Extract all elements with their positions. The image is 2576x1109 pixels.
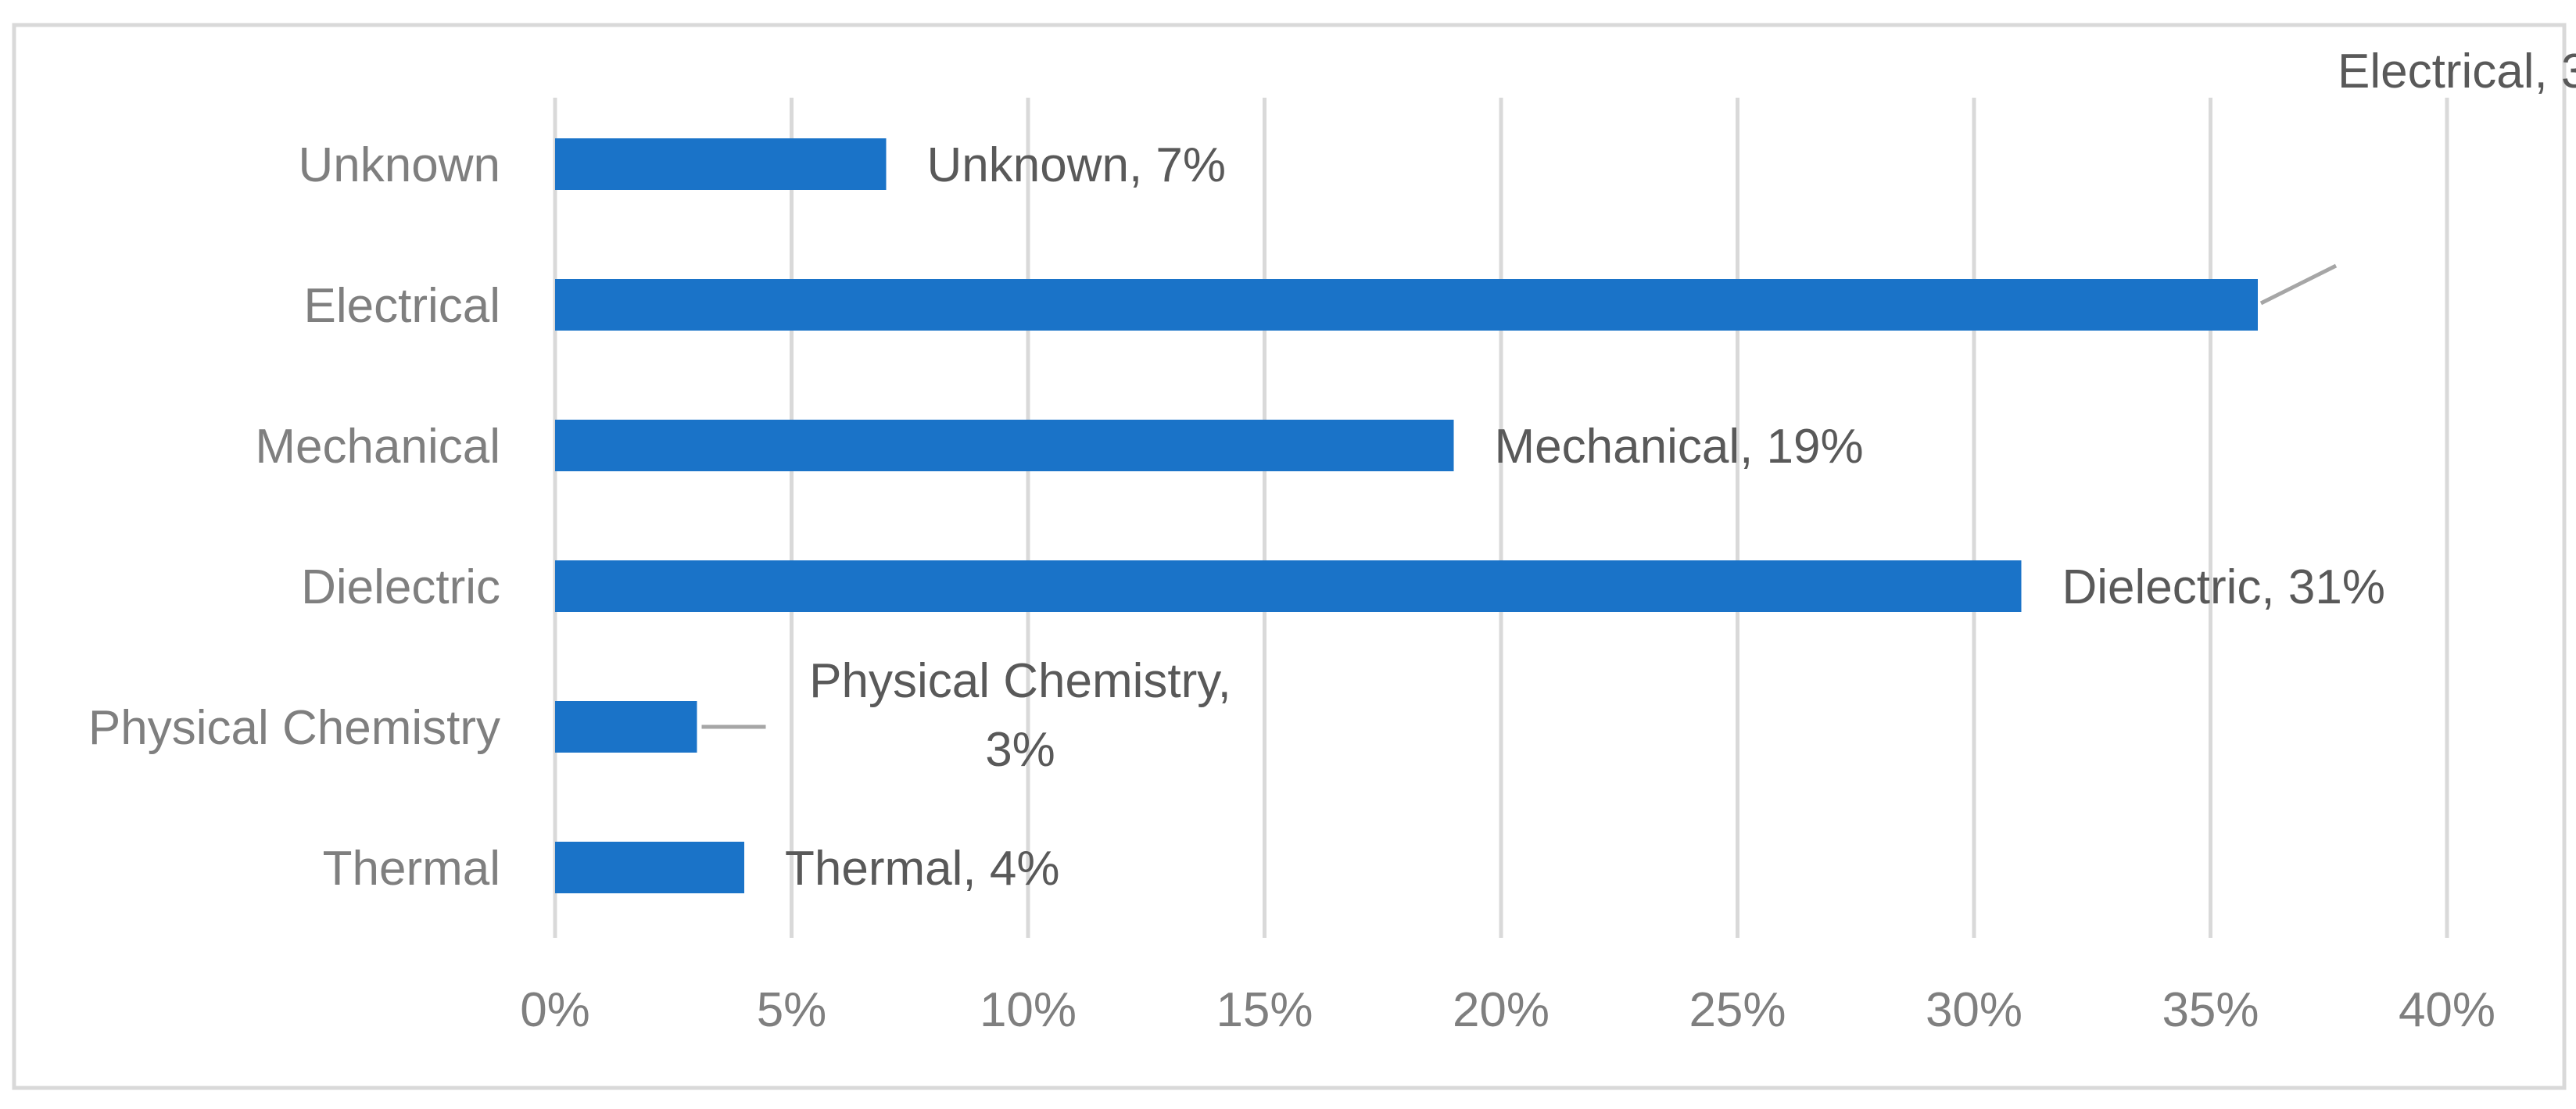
data-label: Dielectric, 31% xyxy=(2062,560,2385,614)
bar-mechanical xyxy=(555,420,1454,471)
category-label: Electrical xyxy=(303,279,500,333)
bar-unknown xyxy=(555,138,887,190)
leader-line xyxy=(2259,263,2338,306)
bar-physical-chemistry xyxy=(555,701,697,753)
gridlines xyxy=(553,98,2449,938)
category-label: Dielectric xyxy=(301,560,500,614)
x-tick-label: 15% xyxy=(1216,983,1313,1037)
data-label: Electrical, 36% xyxy=(2338,45,2576,98)
category-label: Unknown xyxy=(299,138,500,192)
chart-border xyxy=(12,23,2567,1090)
x-tick-label: 25% xyxy=(1689,983,1786,1037)
x-tick-label: 0% xyxy=(520,983,590,1037)
x-tick-label: 5% xyxy=(757,983,827,1037)
x-tick-label: 10% xyxy=(980,983,1077,1037)
data-label: Physical Chemistry, 3% xyxy=(809,654,1231,777)
x-tick-label: 20% xyxy=(1453,983,1550,1037)
bar-electrical xyxy=(555,279,2258,331)
labels: 0% 5% 10% 15% 20% 25% 30% 35% 40% Unknown Unknown,… xyxy=(88,45,2576,1037)
category-label: Physical Chemistry xyxy=(88,701,500,755)
category-label: Mechanical xyxy=(255,420,500,474)
leader-lines xyxy=(701,263,2338,729)
x-tick-label: 30% xyxy=(1926,983,2022,1037)
x-tick-label: 40% xyxy=(2399,983,2495,1037)
category-label: Thermal xyxy=(323,842,500,896)
bar-dielectric xyxy=(555,560,2022,612)
data-label: Unknown, 7% xyxy=(927,138,1227,192)
bar-thermal xyxy=(555,842,744,893)
data-label: Mechanical, 19% xyxy=(1495,420,1864,474)
data-label: Thermal, 4% xyxy=(785,842,1059,896)
bars xyxy=(555,138,2258,893)
x-tick-label: 35% xyxy=(2162,983,2259,1037)
